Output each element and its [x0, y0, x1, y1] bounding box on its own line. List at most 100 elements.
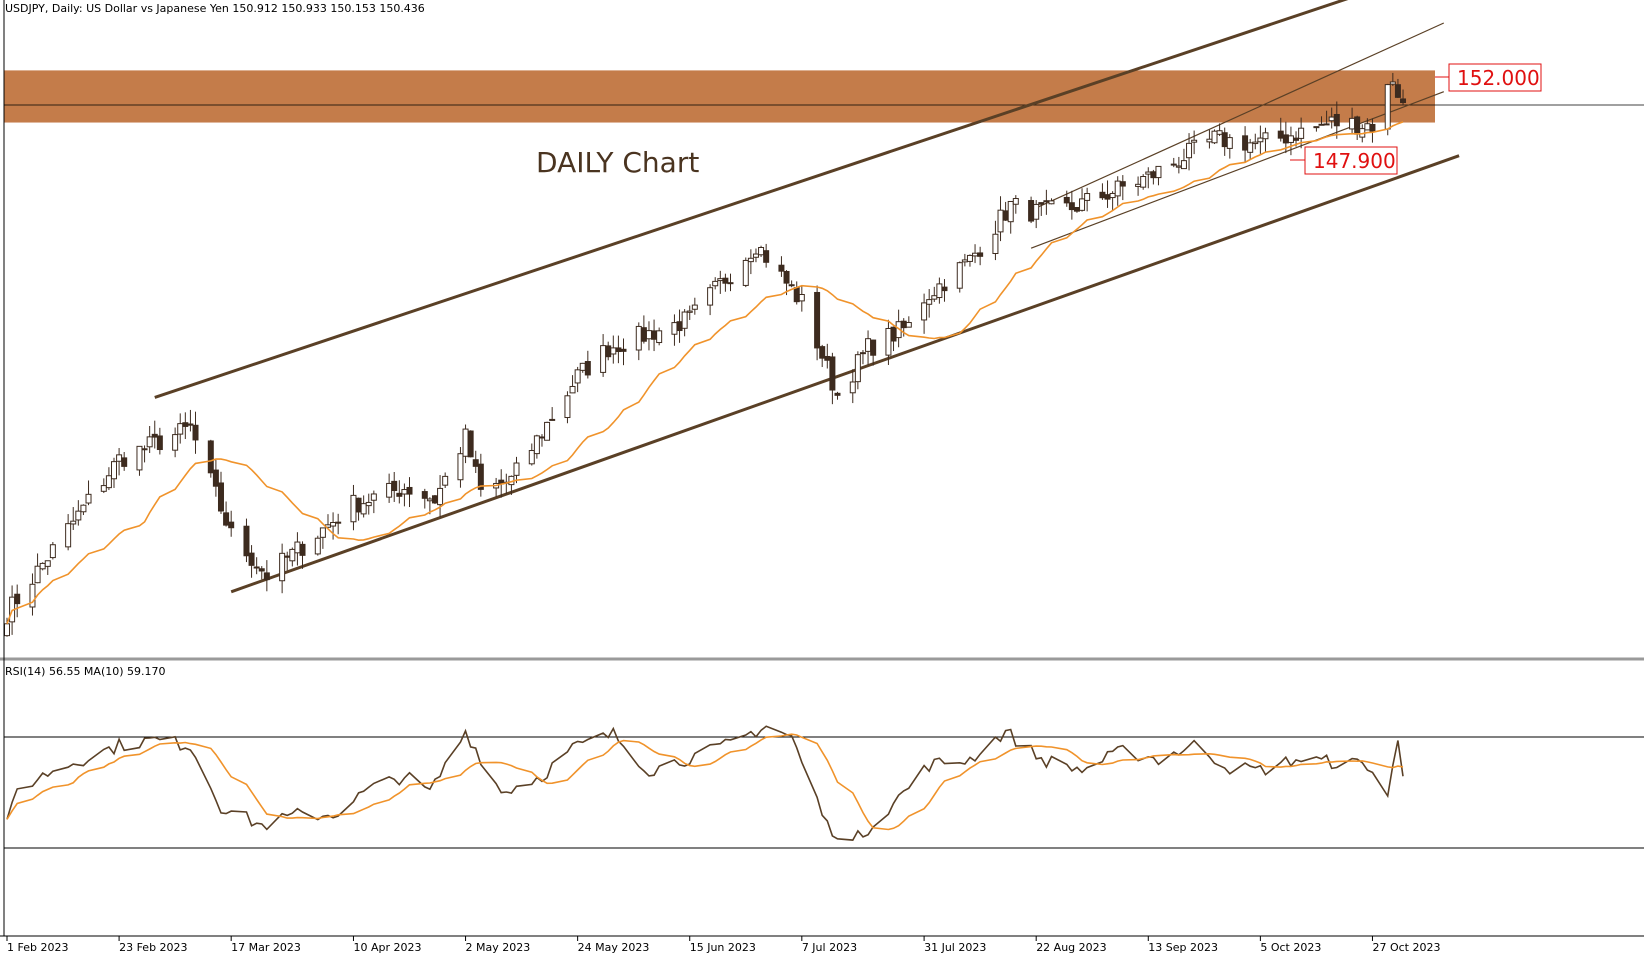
- candle: [442, 472, 449, 488]
- candle: [75, 500, 82, 526]
- rsi-ma-line: [6, 733, 1404, 831]
- candle: [192, 411, 199, 454]
- candle: [528, 443, 535, 466]
- candle: [110, 457, 117, 488]
- x-tick-label: 13 Sep 2023: [1148, 941, 1218, 954]
- candle: [686, 305, 693, 320]
- candle: [564, 391, 571, 424]
- candle: [763, 243, 770, 268]
- candle: [212, 460, 219, 497]
- candle: [457, 447, 464, 488]
- candle: [406, 477, 413, 508]
- candle: [330, 512, 337, 540]
- candle: [1323, 110, 1330, 126]
- candle: [156, 427, 163, 455]
- candle: [396, 480, 403, 504]
- candle: [1012, 195, 1019, 214]
- candle: [905, 316, 912, 328]
- x-tick-label: 24 May 2023: [578, 941, 650, 954]
- candle: [121, 451, 128, 471]
- rsi-line: [6, 725, 1404, 841]
- candle: [248, 545, 255, 578]
- candle: [620, 338, 627, 366]
- candle: [829, 352, 836, 405]
- candle: [477, 453, 484, 497]
- candle: [722, 273, 729, 292]
- candle: [941, 279, 948, 302]
- candle: [44, 560, 51, 575]
- candle: [1369, 118, 1376, 143]
- chart-annotation: DAILY Chart: [536, 146, 699, 179]
- x-tick-label: 27 Oct 2023: [1372, 941, 1440, 954]
- candle: [223, 501, 230, 527]
- candle: [437, 475, 444, 517]
- candle: [1033, 200, 1040, 229]
- candle: [14, 584, 21, 618]
- candle: [1186, 133, 1193, 171]
- candle: [752, 248, 759, 263]
- candle: [600, 334, 607, 377]
- candle: [365, 493, 372, 515]
- candle: [1114, 176, 1121, 206]
- candle: [977, 246, 984, 266]
- candle: [854, 351, 861, 390]
- candle: [834, 391, 841, 400]
- candle: [391, 471, 398, 502]
- x-tick-label: 17 Mar 2023: [231, 941, 301, 954]
- candle: [814, 285, 821, 361]
- candle: [1180, 148, 1187, 170]
- candle: [299, 541, 306, 569]
- candle: [584, 350, 591, 379]
- candle: [431, 494, 438, 505]
- upper-channel-trendline: [154, 0, 1349, 399]
- lower-channel-trendline: [230, 154, 1460, 594]
- candle: [544, 421, 551, 441]
- candle: [1333, 101, 1340, 139]
- candle: [136, 445, 143, 476]
- candle: [1038, 202, 1045, 216]
- candle: [467, 430, 474, 458]
- inner-lower-trendline: [1030, 91, 1445, 249]
- candle: [105, 467, 112, 491]
- candle: [1155, 165, 1162, 186]
- x-tick-label: 2 May 2023: [466, 941, 531, 954]
- candle: [819, 344, 826, 368]
- candle: [1068, 190, 1075, 220]
- candle: [217, 471, 224, 514]
- inner-upper-trendline: [1030, 22, 1445, 211]
- candlesticks: [4, 72, 1407, 637]
- candle: [992, 220, 999, 261]
- candle: [870, 339, 877, 366]
- trend-channels: [154, 0, 1460, 594]
- candle: [798, 286, 805, 312]
- x-tick-label: 1 Feb 2023: [7, 941, 68, 954]
- candle: [360, 495, 367, 518]
- candle: [1140, 174, 1147, 190]
- candle: [1262, 127, 1269, 153]
- candle: [1252, 133, 1259, 150]
- candle: [1007, 200, 1014, 234]
- candle: [1084, 187, 1091, 212]
- candle: [569, 375, 576, 394]
- x-tick-label: 23 Feb 2023: [119, 941, 187, 954]
- candle: [172, 427, 179, 458]
- support-level-label: 147.900: [1290, 146, 1398, 175]
- candle: [1313, 126, 1320, 132]
- candle: [70, 507, 77, 530]
- candle: [1394, 78, 1401, 99]
- candle: [100, 478, 107, 494]
- x-tick-label: 7 Jul 2023: [802, 941, 857, 954]
- candle: [263, 560, 270, 592]
- candle: [421, 488, 428, 509]
- candle: [65, 514, 72, 551]
- candle: [187, 409, 194, 432]
- rsi-label: RSI(14) 56.55 MA(10) 59.170: [5, 665, 166, 678]
- x-tick-label: 22 Aug 2023: [1036, 941, 1106, 954]
- candle: [997, 196, 1004, 242]
- candle: [788, 280, 795, 288]
- candle: [258, 566, 265, 580]
- candle: [691, 297, 698, 315]
- candle: [34, 553, 41, 584]
- candle: [513, 456, 520, 484]
- resistance-value: 152.000: [1457, 66, 1540, 90]
